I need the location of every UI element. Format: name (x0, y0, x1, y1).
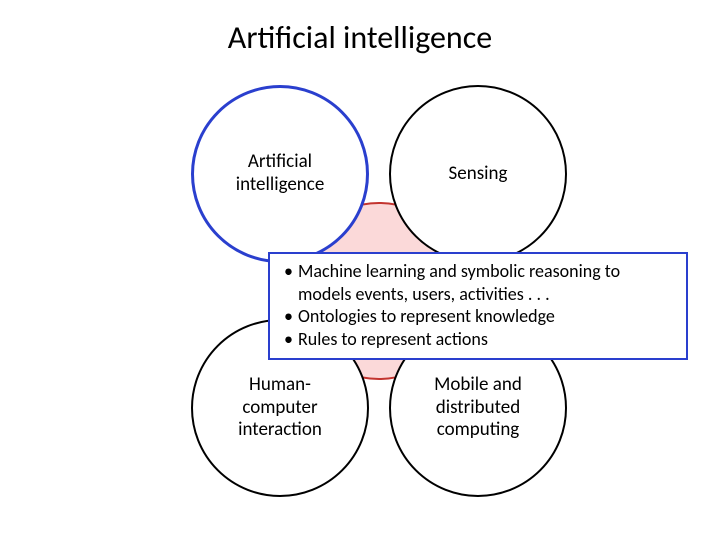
circle-label-ai: Artificial intelligence (236, 151, 325, 197)
circle-ai: Artificial intelligence (191, 85, 369, 263)
callout-box: Machine learning and symbolic reasoning … (268, 252, 688, 360)
page-title-text: Artificial intelligence (228, 18, 492, 57)
callout-list: Machine learning and symbolic reasoning … (270, 254, 686, 358)
callout-item: Ontologies to represent knowledge (280, 305, 676, 328)
diagram-stage: Artificial intelligence Sensing Human- co… (0, 0, 720, 540)
callout-item: Rules to represent actions (280, 328, 676, 351)
callout-item: Machine learning and symbolic reasoning … (280, 260, 676, 305)
circle-label-hci: Human- computer interaction (238, 374, 322, 442)
page-title: Artificial intelligence (0, 18, 720, 57)
circle-sensing: Sensing (389, 85, 567, 263)
circle-label-sensing: Sensing (449, 163, 508, 186)
circle-label-mobile: Mobile and distributed computing (434, 374, 522, 442)
